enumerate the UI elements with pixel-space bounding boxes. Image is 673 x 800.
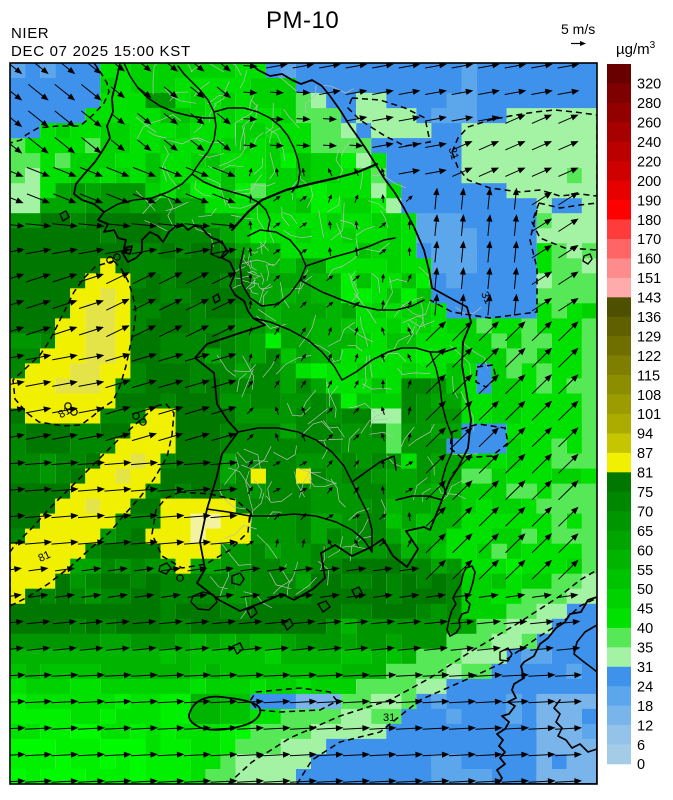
svg-text:108: 108 (637, 388, 661, 404)
svg-text:115: 115 (637, 368, 660, 384)
svg-text:101: 101 (637, 407, 661, 423)
svg-text:31: 31 (637, 660, 653, 676)
svg-text:45: 45 (637, 602, 653, 618)
svg-text:220: 220 (637, 154, 661, 170)
svg-text:55: 55 (637, 563, 653, 579)
svg-text:94: 94 (637, 427, 653, 443)
svg-text:180: 180 (637, 213, 661, 229)
svg-text:PM-10: PM-10 (266, 7, 339, 34)
svg-text:260: 260 (637, 116, 661, 132)
svg-text:75: 75 (637, 485, 653, 501)
svg-text:31: 31 (383, 712, 395, 724)
svg-text:320: 320 (637, 77, 661, 93)
svg-text:200: 200 (637, 174, 661, 190)
svg-text:87: 87 (637, 446, 653, 462)
svg-text:129: 129 (637, 329, 661, 345)
svg-text:35: 35 (637, 641, 653, 657)
svg-text:50: 50 (637, 582, 653, 598)
svg-text:24: 24 (637, 679, 653, 695)
svg-text:5 m/s: 5 m/s (561, 21, 595, 37)
svg-text:170: 170 (637, 232, 661, 248)
svg-text:NIER: NIER (11, 25, 49, 42)
svg-text:81: 81 (637, 466, 653, 482)
svg-text:0: 0 (637, 757, 645, 773)
svg-text:65: 65 (637, 524, 653, 540)
svg-text:151: 151 (637, 271, 661, 287)
svg-text:DEC 07 2025 15:00 KST: DEC 07 2025 15:00 KST (11, 43, 191, 60)
svg-text:70: 70 (637, 504, 653, 520)
svg-text:143: 143 (637, 291, 661, 307)
svg-text:240: 240 (637, 135, 661, 151)
svg-text:40: 40 (637, 621, 653, 637)
svg-text:160: 160 (637, 252, 661, 268)
svg-text:6: 6 (637, 738, 645, 754)
svg-text:136: 136 (637, 310, 661, 326)
svg-text:122: 122 (637, 349, 661, 365)
svg-text:12: 12 (637, 718, 653, 734)
svg-text:280: 280 (637, 96, 661, 112)
svg-text:18: 18 (637, 699, 653, 715)
svg-text:190: 190 (637, 193, 661, 209)
svg-text:60: 60 (637, 543, 653, 559)
